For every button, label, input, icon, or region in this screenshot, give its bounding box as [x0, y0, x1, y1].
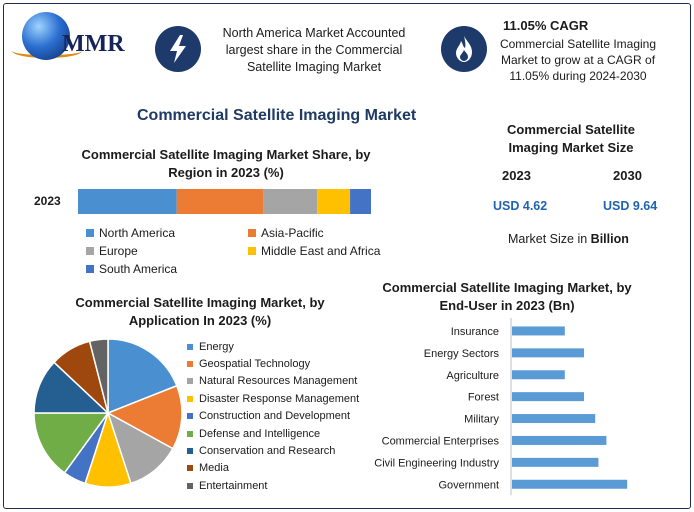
legend-label: Conservation and Research [199, 445, 336, 458]
main-title: Commercial Satellite Imaging Market [137, 107, 417, 124]
market-size-year-2023: 2023 [502, 168, 531, 183]
legend-swatch [187, 482, 193, 489]
application-legend-item: Natural Resources Management [187, 373, 387, 390]
enduser-category-label: Government [438, 479, 499, 491]
pie-slice-defense-and-intelligence [33, 412, 110, 474]
region-segment-north-america [78, 189, 177, 214]
enduser-bar-civil-engineering-industry [512, 457, 599, 467]
legend-label: Middle East and Africa [261, 244, 381, 258]
application-legend-item: Energy [187, 338, 387, 355]
enduser-category-label: Military [464, 414, 499, 426]
legend-swatch [187, 343, 193, 350]
logo-globe-icon [22, 12, 70, 60]
enduser-category-label: Commercial Enterprises [382, 435, 500, 447]
region-segment-asia-pacific [176, 189, 264, 214]
enduser-bar-government [512, 479, 628, 489]
legend-swatch [187, 465, 193, 472]
lightning-icon [155, 26, 201, 72]
enduser-category-label: Civil Engineering Industry [374, 457, 499, 469]
application-legend-item: Construction and Development [187, 408, 387, 425]
application-legend-item: Disaster Response Management [187, 390, 387, 407]
legend-label: South America [99, 262, 178, 276]
legend-label: Disaster Response Management [199, 392, 360, 405]
enduser-bar-insurance [512, 326, 565, 336]
application-chart-title: Commercial Satellite Imaging Market, by … [75, 295, 325, 328]
enduser-category-label: Energy Sectors [424, 348, 500, 360]
pie-slice-entertainment [88, 338, 109, 414]
legend-swatch [187, 448, 193, 455]
infographic-frame [3, 3, 691, 509]
legend-label: Europe [99, 244, 138, 258]
legend-swatch [248, 229, 256, 237]
legend-label: Entertainment [199, 479, 268, 492]
application-legend-item: Geospatial Technology [187, 355, 387, 372]
legend-swatch [187, 430, 193, 437]
application-legend-item: Conservation and Research [187, 442, 387, 459]
enduser-category-label: Agriculture [446, 370, 499, 382]
legend-swatch [86, 247, 94, 255]
enduser-bar-forest [512, 392, 584, 402]
market-size-value-2030: USD 9.64 [603, 199, 658, 213]
region-segment-middle-east-and-africa [317, 189, 351, 214]
legend-swatch [86, 265, 94, 273]
application-legend-item: Entertainment [187, 477, 387, 494]
legend-label: Defense and Intelligence [199, 427, 321, 440]
region-legend-item: North America [86, 226, 175, 240]
highlight-text: North America Market Accounted largest s… [222, 26, 406, 74]
region-legend: North America Asia-Pacific Europe Middle Ea… [86, 226, 416, 280]
legend-label: Construction and Development [199, 410, 351, 423]
cagr-title: 11.05% CAGR [503, 18, 589, 33]
legend-label: North America [99, 226, 176, 240]
legend-label: Energy [199, 340, 234, 353]
region-legend-item: Asia-Pacific [248, 226, 324, 240]
region-segment-europe [263, 189, 318, 214]
region-legend-item: Middle East and Africa [248, 244, 380, 258]
legend-swatch [187, 413, 193, 420]
market-size-title: Commercial Satellite Imaging Market Size [507, 122, 635, 155]
pie-slice-geospatial-technology [106, 384, 183, 450]
legend-swatch [248, 247, 256, 255]
flame-icon [441, 26, 487, 72]
enduser-bar-energy-sectors [512, 348, 584, 358]
enduser-chart-title: Commercial Satellite Imaging Market, by … [382, 280, 632, 313]
legend-swatch [187, 361, 193, 368]
enduser-bar-military [512, 414, 596, 424]
region-legend-item: South America [86, 262, 177, 276]
legend-label: Geospatial Technology [199, 358, 311, 371]
enduser-category-label: Forest [468, 392, 499, 404]
legend-swatch [187, 378, 193, 385]
application-legend: Energy Geospatial Technology Natural Resou… [187, 338, 387, 495]
enduser-bar-agriculture [512, 370, 565, 380]
pie-slice-energy [107, 338, 178, 415]
legend-label: Natural Resources Management [199, 375, 358, 388]
market-size-year-2030: 2030 [613, 168, 642, 183]
cagr-text: Commercial Satellite Imaging Market to g… [499, 37, 657, 83]
region-legend-item: Europe [86, 244, 138, 258]
enduser-bar-commercial-enterprises [512, 435, 607, 445]
region-chart-title: Commercial Satellite Imaging Market Shar… [81, 147, 371, 180]
market-size-note: Market Size in Billion [508, 232, 629, 246]
enduser-category-label: Insurance [451, 326, 499, 338]
application-legend-item: Defense and Intelligence [187, 425, 387, 442]
legend-swatch [86, 229, 94, 237]
region-segment-south-america [350, 189, 371, 214]
logo-text: MMR [62, 31, 125, 57]
legend-label: Media [199, 462, 229, 475]
application-legend-item: Media [187, 460, 387, 477]
market-size-value-2023: USD 4.62 [493, 199, 548, 213]
market-size-unit: Billion [590, 232, 629, 246]
legend-label: Asia-Pacific [261, 226, 324, 240]
region-chart-category-label: 2023 [34, 194, 61, 208]
legend-swatch [187, 395, 193, 402]
